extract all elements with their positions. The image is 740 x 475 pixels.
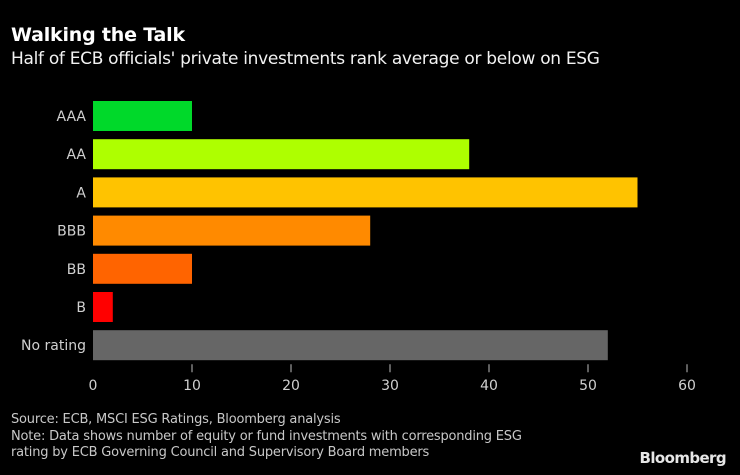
x-tick-label: 30 bbox=[381, 378, 399, 394]
chart-footer: Source: ECB, MSCI ESG Ratings, Bloomberg… bbox=[11, 412, 522, 462]
x-tick-label: 50 bbox=[579, 378, 597, 394]
x-tick-label: 20 bbox=[282, 378, 300, 394]
source-note: Source: ECB, MSCI ESG Ratings, Bloomberg… bbox=[11, 412, 341, 427]
bars-group bbox=[93, 101, 638, 361]
category-label: AAA bbox=[56, 109, 86, 125]
category-label: BBB bbox=[57, 224, 86, 240]
x-tick-label: 40 bbox=[480, 378, 498, 394]
x-tick-label: 60 bbox=[678, 378, 696, 394]
bloomberg-logo: Bloomberg bbox=[639, 449, 727, 467]
x-axis: 0 10 20 30 40 50 60 bbox=[89, 364, 696, 394]
category-label: A bbox=[76, 185, 86, 201]
category-label: AA bbox=[66, 147, 86, 163]
category-label: BB bbox=[67, 262, 86, 278]
chart-title: Walking the Talk bbox=[11, 24, 185, 46]
bar-a bbox=[93, 177, 638, 208]
category-label: B bbox=[76, 300, 86, 316]
bar-bb bbox=[93, 253, 192, 284]
data-note-line-1: Note: Data shows number of equity or fun… bbox=[11, 428, 522, 444]
bar-bbb bbox=[93, 215, 371, 246]
x-tick-label: 10 bbox=[183, 378, 201, 394]
bar-aa bbox=[93, 139, 470, 170]
bar-aaa bbox=[93, 101, 192, 131]
bar-b bbox=[93, 292, 113, 322]
x-tick-label: 0 bbox=[89, 378, 98, 394]
chart-subtitle: Half of ECB officials' private investmen… bbox=[11, 49, 600, 69]
bar-no-rating bbox=[93, 330, 608, 361]
category-label: No rating bbox=[21, 338, 86, 354]
data-note-line-2: rating by ECB Governing Council and Supe… bbox=[11, 445, 430, 460]
